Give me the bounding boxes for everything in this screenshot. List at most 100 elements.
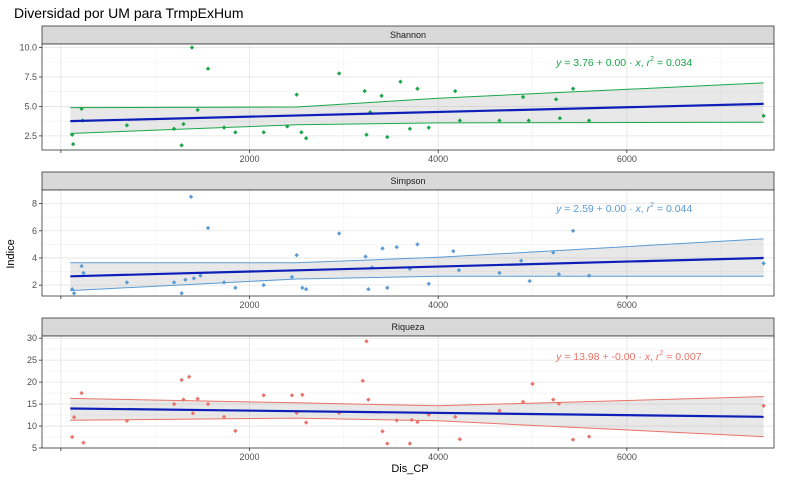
data-point-simpson	[415, 242, 420, 247]
data-point-riqueza	[205, 401, 211, 407]
x-axis-label: Dis_CP	[391, 463, 428, 475]
confidence-band-riqueza	[70, 396, 764, 437]
x-tick-label-simpson: 6000	[617, 300, 637, 310]
y-tick-label-riqueza: 10	[27, 421, 37, 431]
data-point-simpson	[385, 285, 390, 291]
data-point-shannon	[69, 132, 75, 137]
data-point-simpson	[221, 280, 227, 285]
data-point-simpson	[69, 287, 75, 292]
data-point-simpson	[188, 194, 194, 199]
data-point-riqueza	[179, 377, 184, 383]
data-point-riqueza	[124, 418, 130, 423]
panel-simpson: Simpson 2 4 6 8 2000 4000 6000 y = 2.59 + 0.00 ·…	[32, 171, 775, 310]
data-point-riqueza	[556, 401, 562, 406]
data-point-riqueza	[190, 411, 196, 416]
strip-label-simpson: Simpson	[390, 176, 425, 186]
data-point-riqueza	[366, 397, 371, 402]
data-point-shannon	[452, 88, 458, 94]
y-tick-label-simpson: 4	[32, 253, 37, 263]
data-point-simpson	[198, 273, 203, 278]
data-point-shannon	[70, 141, 76, 147]
data-point-simpson	[570, 228, 576, 233]
data-point-shannon	[426, 125, 431, 130]
data-point-shannon	[261, 130, 266, 135]
data-point-shannon	[233, 130, 238, 135]
data-point-simpson	[205, 225, 211, 231]
y-tick-label-riqueza: 5	[32, 443, 37, 453]
band-lower-line-simpson	[70, 275, 764, 292]
data-point-shannon	[285, 124, 290, 129]
data-point-shannon	[557, 116, 563, 121]
panels-group: Shannon 2.5 5.0 7.5 10.0 2000 4000 6000 y = 3.76…	[19, 25, 775, 462]
data-point-shannon	[497, 118, 502, 123]
data-point-simpson	[261, 282, 266, 288]
data-point-shannon	[457, 118, 463, 123]
data-point-simpson	[451, 248, 456, 254]
x-tick-label-riqueza: 4000	[428, 452, 448, 462]
data-point-simpson	[586, 273, 592, 278]
x-tick-label-simpson: 2000	[240, 300, 260, 310]
data-point-riqueza	[457, 437, 463, 442]
regression-line-riqueza	[70, 407, 764, 418]
x-tick-label-riqueza: 2000	[240, 452, 260, 462]
data-point-riqueza	[181, 397, 186, 402]
panel-background-riqueza	[42, 336, 774, 448]
data-point-simpson	[551, 250, 556, 255]
strip-label-shannon: Shannon	[390, 30, 426, 40]
panel-background-simpson	[42, 190, 774, 296]
data-point-riqueza	[233, 428, 238, 434]
data-point-riqueza	[761, 403, 766, 409]
data-point-shannon	[171, 126, 177, 131]
data-point-shannon	[586, 118, 592, 123]
y-tick-label-shannon: 10.0	[19, 43, 37, 53]
data-point-simpson	[300, 285, 305, 291]
panel-border-riqueza	[41, 335, 775, 449]
data-point-simpson	[71, 291, 77, 296]
y-tick-label-simpson: 2	[32, 280, 37, 290]
data-point-simpson	[81, 270, 86, 276]
data-point-riqueza	[380, 429, 385, 434]
regression-line-simpson	[70, 256, 764, 278]
data-point-riqueza	[551, 397, 556, 402]
data-point-shannon	[407, 126, 413, 131]
data-point-shannon	[526, 118, 531, 123]
data-point-riqueza	[385, 441, 390, 446]
data-point-shannon	[294, 92, 299, 97]
y-tick-label-riqueza: 15	[27, 399, 37, 409]
data-point-simpson	[363, 254, 368, 259]
data-point-shannon	[761, 113, 766, 119]
data-point-riqueza	[586, 434, 592, 439]
x-tick-label-shannon: 2000	[240, 154, 260, 164]
data-point-simpson	[336, 231, 342, 236]
data-point-shannon	[553, 97, 559, 102]
data-point-riqueza	[171, 401, 177, 407]
data-point-shannon	[181, 121, 186, 127]
x-tick-label-simpson: 4000	[428, 300, 448, 310]
y-tick-label-shannon: 2.5	[24, 131, 37, 141]
data-point-shannon	[336, 71, 342, 76]
data-point-riqueza	[186, 374, 192, 380]
band-upper-line-simpson	[70, 238, 764, 264]
data-point-riqueza	[195, 396, 200, 402]
data-point-shannon	[179, 143, 184, 148]
x-tick-label-shannon: 4000	[428, 154, 448, 164]
panel-riqueza: Riqueza 5 10 15 20 25 30 2000 4000 6000 y = 13.98 …	[27, 317, 775, 462]
data-point-simpson	[179, 291, 184, 296]
data-point-simpson	[394, 244, 399, 250]
data-point-shannon	[221, 125, 227, 130]
regression-equation-shannon: y = 3.76 + 0.00 · x, r2 = 0.034	[555, 56, 692, 69]
data-point-riqueza	[452, 414, 458, 420]
strip-label-riqueza: Riqueza	[391, 322, 424, 332]
data-point-riqueza	[303, 420, 309, 425]
data-point-simpson	[761, 261, 766, 266]
panel-border-shannon	[41, 43, 775, 151]
data-point-riqueza	[409, 417, 414, 423]
data-point-riqueza	[360, 378, 365, 383]
panel-border-simpson	[41, 189, 775, 297]
data-point-shannon	[364, 132, 369, 137]
data-point-riqueza	[520, 399, 526, 405]
y-axis-label: Indice	[5, 239, 17, 268]
data-point-shannon	[195, 107, 200, 113]
data-point-riqueza	[300, 392, 305, 398]
